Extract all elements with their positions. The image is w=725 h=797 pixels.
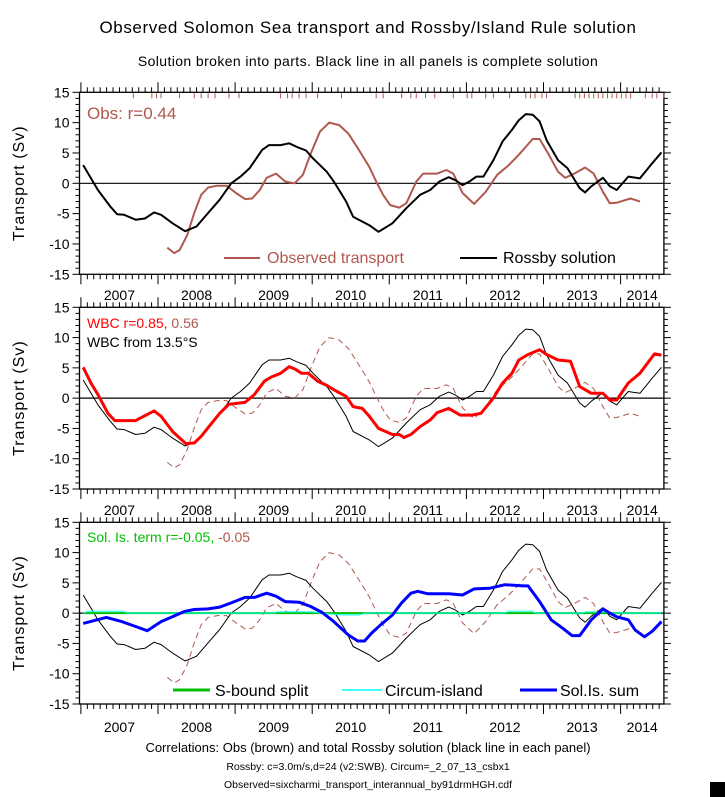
y-axis-label: Transport (Sv) [11, 340, 28, 456]
x-tick-label: 2012 [489, 287, 520, 303]
corner-square [710, 782, 725, 797]
x-tick-label: 2010 [335, 719, 366, 735]
y-tick-label: 15 [54, 514, 70, 530]
series-line-rossby [82, 113, 663, 233]
legend-label: Rossby solution [503, 250, 616, 267]
x-tick-label: 2013 [566, 719, 597, 735]
x-tick-label: 2013 [566, 287, 597, 303]
y-tick-label: -10 [49, 666, 69, 682]
series-line-wbc [81, 348, 662, 446]
y-axis-label: Transport (Sv) [11, 555, 28, 671]
x-tick-label: 2008 [181, 502, 212, 518]
x-tick-label: 2007 [104, 287, 135, 303]
x-tick-label: 2008 [181, 287, 212, 303]
y-tick-label: 15 [54, 84, 70, 100]
x-tick-label: 2014 [627, 719, 658, 735]
series-line-rossby [82, 543, 662, 663]
legend-label: Sol.Is. sum [560, 683, 639, 700]
y-tick-label: 0 [62, 390, 70, 406]
x-tick-label: 2010 [335, 502, 366, 518]
x-tick-label: 2008 [181, 719, 212, 735]
annotation-solis-r-green: Sol. Is. term r=-0.05, [87, 529, 214, 545]
annotation-solis-r: Sol. Is. term r=-0.05, -0.05 [87, 529, 250, 545]
x-tick-label: 2012 [489, 502, 520, 518]
y-tick-label: 5 [62, 360, 70, 376]
annotation-wbc-r: WBC r=0.85, 0.56 [87, 315, 199, 331]
x-tick-label: 2011 [413, 719, 443, 735]
y-tick-label: 0 [62, 605, 70, 621]
legend-label: S-bound split [215, 683, 309, 700]
series-line-rossby [82, 328, 662, 448]
x-tick-label: 2009 [258, 287, 289, 303]
footer-rossby-params: Rossby: c=3.0m/s,d=24 (v2:SWB). Circum=_… [226, 761, 510, 773]
x-tick-label: 2011 [413, 287, 443, 303]
x-tick-label: 2013 [566, 502, 597, 518]
annotation-wbc-r-brown: 0.56 [168, 315, 199, 331]
x-tick-label: 2014 [627, 502, 658, 518]
series-line-circum [83, 610, 662, 616]
y-tick-label: -10 [49, 236, 69, 252]
x-tick-label: 2011 [413, 502, 443, 518]
annotation-wbc-r-red: WBC r=0.85, [87, 315, 168, 331]
footer-correlations: Correlations: Obs (brown) and total Ross… [145, 740, 590, 755]
y-tick-label: -5 [57, 635, 70, 651]
panels: 15 10 5 0 -5 -10 -15 2007 2008 2009 2010 2011 2012 20… [11, 82, 671, 735]
x-tick-label: 2009 [258, 719, 289, 735]
y-tick-label: -15 [49, 696, 69, 712]
y-tick-label: 10 [54, 545, 70, 561]
y-tick-label: 10 [54, 115, 70, 131]
series-line-obs [166, 552, 641, 684]
y-tick-label: -5 [57, 206, 70, 222]
legend-label: Observed transport [267, 250, 405, 267]
x-tick-label: 2012 [489, 719, 520, 735]
y-tick-label: 15 [54, 299, 70, 315]
chart-title: Observed Solomon Sea transport and Rossb… [99, 18, 636, 37]
series-line-solis [82, 583, 663, 643]
y-axis-label: Transport (Sv) [11, 125, 28, 241]
x-tick-label: 2009 [258, 502, 289, 518]
series-line-obs [166, 337, 641, 469]
y-tick-label: 5 [62, 575, 70, 591]
annotation-solis-r-brown: -0.05 [214, 529, 250, 545]
panel-3: 15 10 5 0 -5 -10 -15 2007 2008 2009 2010 2011 2012 20… [11, 512, 671, 735]
x-tick-label: 2007 [104, 719, 135, 735]
legend-label: Circum-island [385, 683, 483, 700]
footer-observed-file: Observed=sixcharmi_transport_interannual… [224, 779, 512, 791]
panel-1: 15 10 5 0 -5 -10 -15 2007 2008 2009 2010 2011 2012 20… [11, 82, 671, 303]
panel-2: 15 10 5 0 -5 -10 -15 2007 2008 2009 2010 2011 2012 20… [11, 297, 671, 518]
annotation-obs-r: Obs: r=0.44 [87, 104, 176, 123]
series-line-obs [166, 121, 641, 255]
y-tick-label: -15 [49, 266, 69, 282]
y-tick-label: 0 [62, 175, 70, 191]
y-tick-label: 5 [62, 145, 70, 161]
y-tick-label: -15 [49, 481, 69, 497]
x-tick-label: 2007 [104, 502, 135, 518]
x-tick-label: 2014 [627, 287, 658, 303]
chart-subtitle: Solution broken into parts. Black line i… [138, 53, 598, 69]
x-tick-label: 2010 [335, 287, 366, 303]
y-tick-label: -10 [49, 451, 69, 467]
annotation-wbc-source: WBC from 13.5°S [87, 334, 198, 350]
y-tick-label: -5 [57, 420, 70, 436]
y-tick-label: 10 [54, 330, 70, 346]
